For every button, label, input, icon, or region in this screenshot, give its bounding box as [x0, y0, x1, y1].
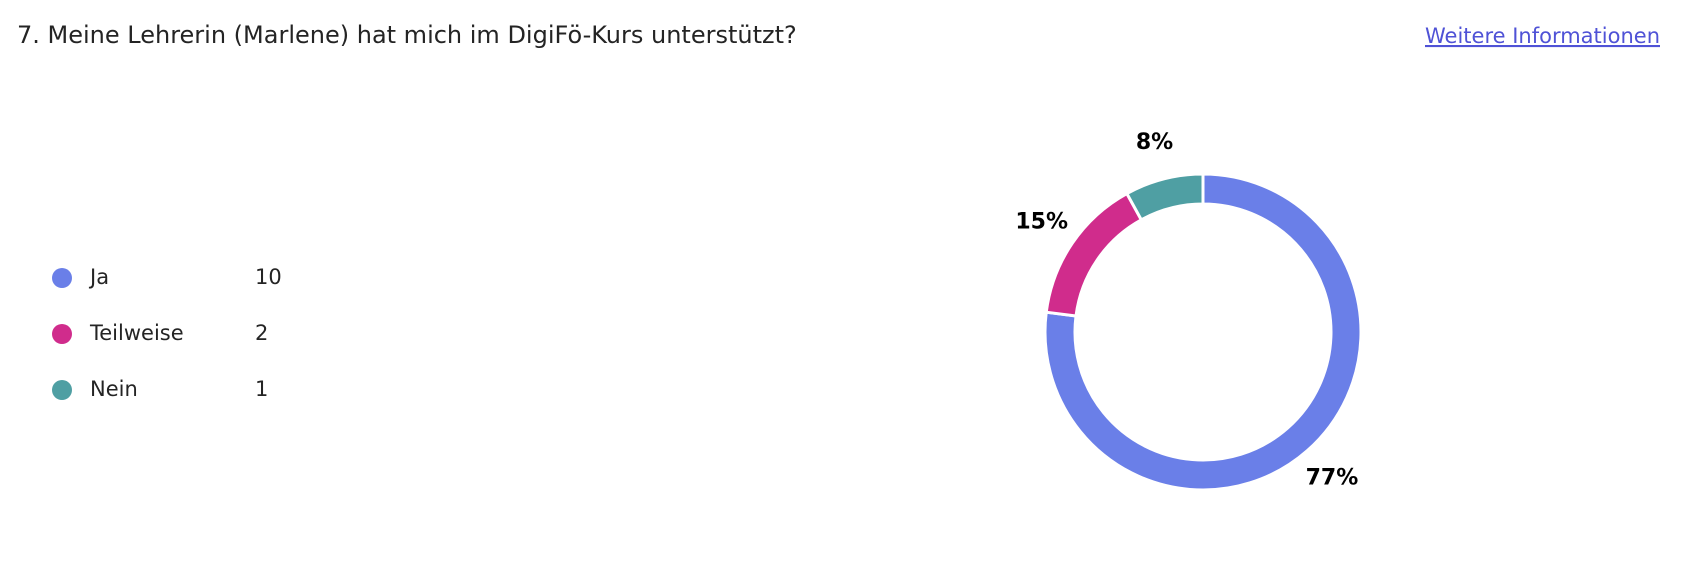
donut-slice: [1124, 172, 1205, 222]
legend-dot: [52, 324, 72, 344]
legend-label: Nein: [90, 377, 138, 401]
legend-dot: [52, 380, 72, 400]
question-title: 7. Meine Lehrerin (Marlene) hat mich im …: [17, 21, 797, 49]
slice-label: 15%: [1015, 209, 1068, 234]
legend-dot: [52, 268, 72, 288]
legend-label: Teilweise: [89, 321, 184, 345]
slice-label: 8%: [1136, 130, 1173, 155]
legend-count: 10: [255, 265, 282, 289]
donut-slice: [1043, 172, 1363, 492]
slice-label: 77%: [1306, 465, 1359, 490]
legend-count: 1: [255, 377, 268, 401]
legend-count: 2: [255, 321, 268, 345]
more-info-link[interactable]: Weitere Informationen: [1425, 24, 1660, 48]
legend-label: Ja: [88, 265, 109, 289]
